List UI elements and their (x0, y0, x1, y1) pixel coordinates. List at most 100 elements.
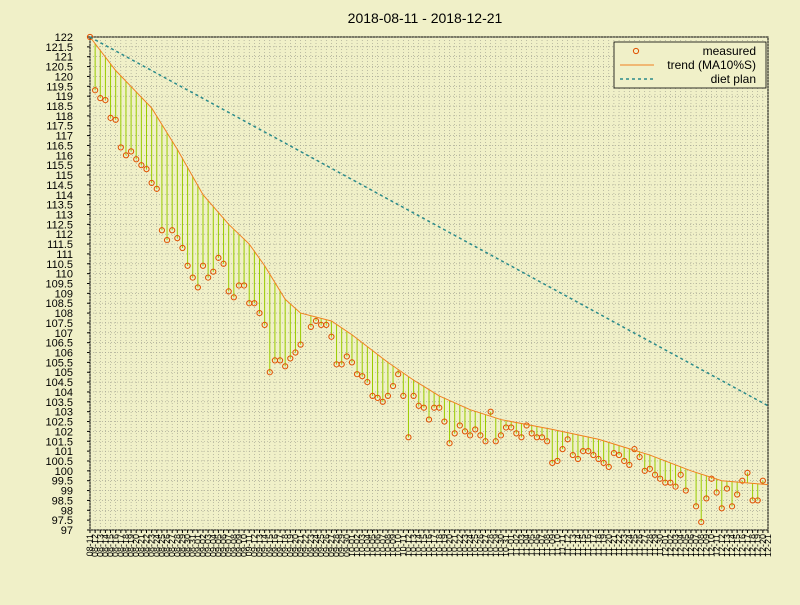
x-tick-label: 11-21 (609, 534, 619, 556)
measured-point (723, 485, 731, 492)
y-tick-label: 113.5 (46, 200, 73, 212)
diet-plan-line (89, 36, 769, 407)
x-tick-label: 10-18 (434, 534, 444, 557)
y-tick-label: 119 (55, 91, 73, 103)
measured-point (487, 408, 494, 415)
measured-point (420, 404, 427, 411)
measured-point (323, 321, 330, 329)
measured-point (374, 394, 381, 401)
x-tick-label: 10-08 (383, 534, 393, 557)
x-tick-label: 10-10 (393, 534, 403, 557)
measured-point (292, 349, 299, 356)
measured-point (734, 491, 741, 498)
x-tick-label: 09-27 (326, 534, 336, 557)
y-tick-label: 118 (55, 111, 73, 123)
y-tick-label: 114 (55, 190, 73, 202)
x-tick-label: 12-02 (665, 534, 675, 557)
x-tick-label: 09-26 (321, 534, 331, 557)
measured-point (143, 166, 150, 173)
x-tick-label: 12-07 (691, 534, 701, 557)
y-tick-label: 112 (55, 229, 73, 241)
x-tick-label: 09-24 (311, 534, 321, 557)
x-tick-label: 10-28 (486, 534, 496, 557)
x-tick-label: 10-27 (481, 534, 491, 557)
x-tick-label: 12-12 (717, 534, 727, 557)
measured-point (744, 469, 751, 476)
measured-point (651, 471, 659, 478)
measured-point (199, 262, 207, 269)
measured-point (667, 479, 674, 486)
x-tick-label: 11-18 (594, 534, 604, 556)
legend-label: trend (MA10%S) (667, 58, 756, 72)
x-tick-label: 12-09 (701, 534, 711, 557)
measured-point (574, 455, 582, 463)
measured-point (492, 438, 499, 445)
measured-point (112, 116, 119, 123)
x-tick-label: 08-18 (121, 534, 131, 557)
x-tick-label: 08-27 (167, 534, 177, 557)
measured-point (369, 392, 376, 400)
x-tick-label: 10-15 (419, 534, 429, 557)
x-tick-label: 08-11 (85, 534, 95, 556)
chart-title: 2018-08-11 - 2018-12-21 (348, 10, 503, 26)
y-tick-label: 105.5 (45, 357, 73, 369)
x-tick-label: 09-02 (198, 534, 208, 557)
measured-point (379, 398, 386, 405)
x-tick-label: 10-25 (470, 534, 480, 557)
measured-point (189, 274, 196, 281)
measured-point (600, 459, 607, 467)
x-tick-label: 11-30 (655, 534, 665, 556)
x-tick-label: 09-04 (208, 534, 218, 557)
measured-point (513, 430, 520, 437)
measured-point (240, 282, 248, 289)
x-tick-label: 11-01 (506, 534, 516, 556)
y-tick-label: 104.5 (45, 377, 73, 389)
x-tick-label: 08-14 (100, 534, 110, 557)
measured-point (343, 353, 350, 360)
y-tick-label: 107.5 (45, 318, 73, 330)
y-tick-label: 106.5 (45, 338, 73, 350)
x-tick-label: 08-20 (131, 534, 141, 557)
measured-point (405, 434, 412, 441)
y-tick-label: 112.5 (46, 219, 73, 231)
x-tick-label: 10-17 (429, 534, 439, 557)
measured-point (287, 355, 294, 362)
measured-point (261, 321, 268, 329)
x-tick-label: 08-21 (136, 534, 146, 557)
x-tick-label: 11-09 (547, 534, 557, 556)
measured-point (127, 148, 135, 155)
x-tick-label: 11-12 (563, 534, 573, 556)
measured-point (117, 144, 124, 151)
y-tick-label: 115 (55, 170, 73, 182)
x-tick-label: 08-25 (157, 534, 167, 557)
x-tick-label: 11-04 (522, 534, 532, 556)
measured-point (107, 114, 114, 121)
x-tick-label: 10-21 (450, 534, 460, 557)
measured-point (256, 309, 263, 317)
measured-point (595, 455, 602, 463)
measured-point (554, 457, 561, 465)
x-tick-label: 09-06 (219, 534, 229, 557)
x-tick-label: 09-19 (285, 534, 295, 557)
measured-point (148, 179, 155, 187)
measured-point (569, 451, 576, 459)
y-tick-label: 117.5 (46, 121, 73, 133)
x-tick-label: 09-14 (260, 534, 270, 557)
measured-point (153, 185, 160, 192)
measured-point (615, 451, 623, 459)
measured-point (230, 294, 237, 301)
x-tick-label: 10-01 (347, 534, 357, 557)
x-tick-label: 12-16 (737, 534, 747, 557)
measured-point (425, 416, 433, 423)
measured-point (518, 434, 525, 441)
y-tick-label: 102.5 (45, 417, 73, 429)
measured-point (205, 274, 212, 281)
y-tick-label: 116 (55, 150, 73, 162)
measured-point (276, 357, 284, 364)
x-tick-label: 11-25 (629, 534, 639, 556)
x-tick-label: 10-02 (352, 534, 362, 557)
x-tick-label: 08-29 (177, 534, 187, 557)
x-tick-label: 08-31 (188, 534, 198, 557)
x-tick-label: 10-26 (475, 534, 485, 557)
x-tick-label: 09-15 (265, 534, 275, 557)
